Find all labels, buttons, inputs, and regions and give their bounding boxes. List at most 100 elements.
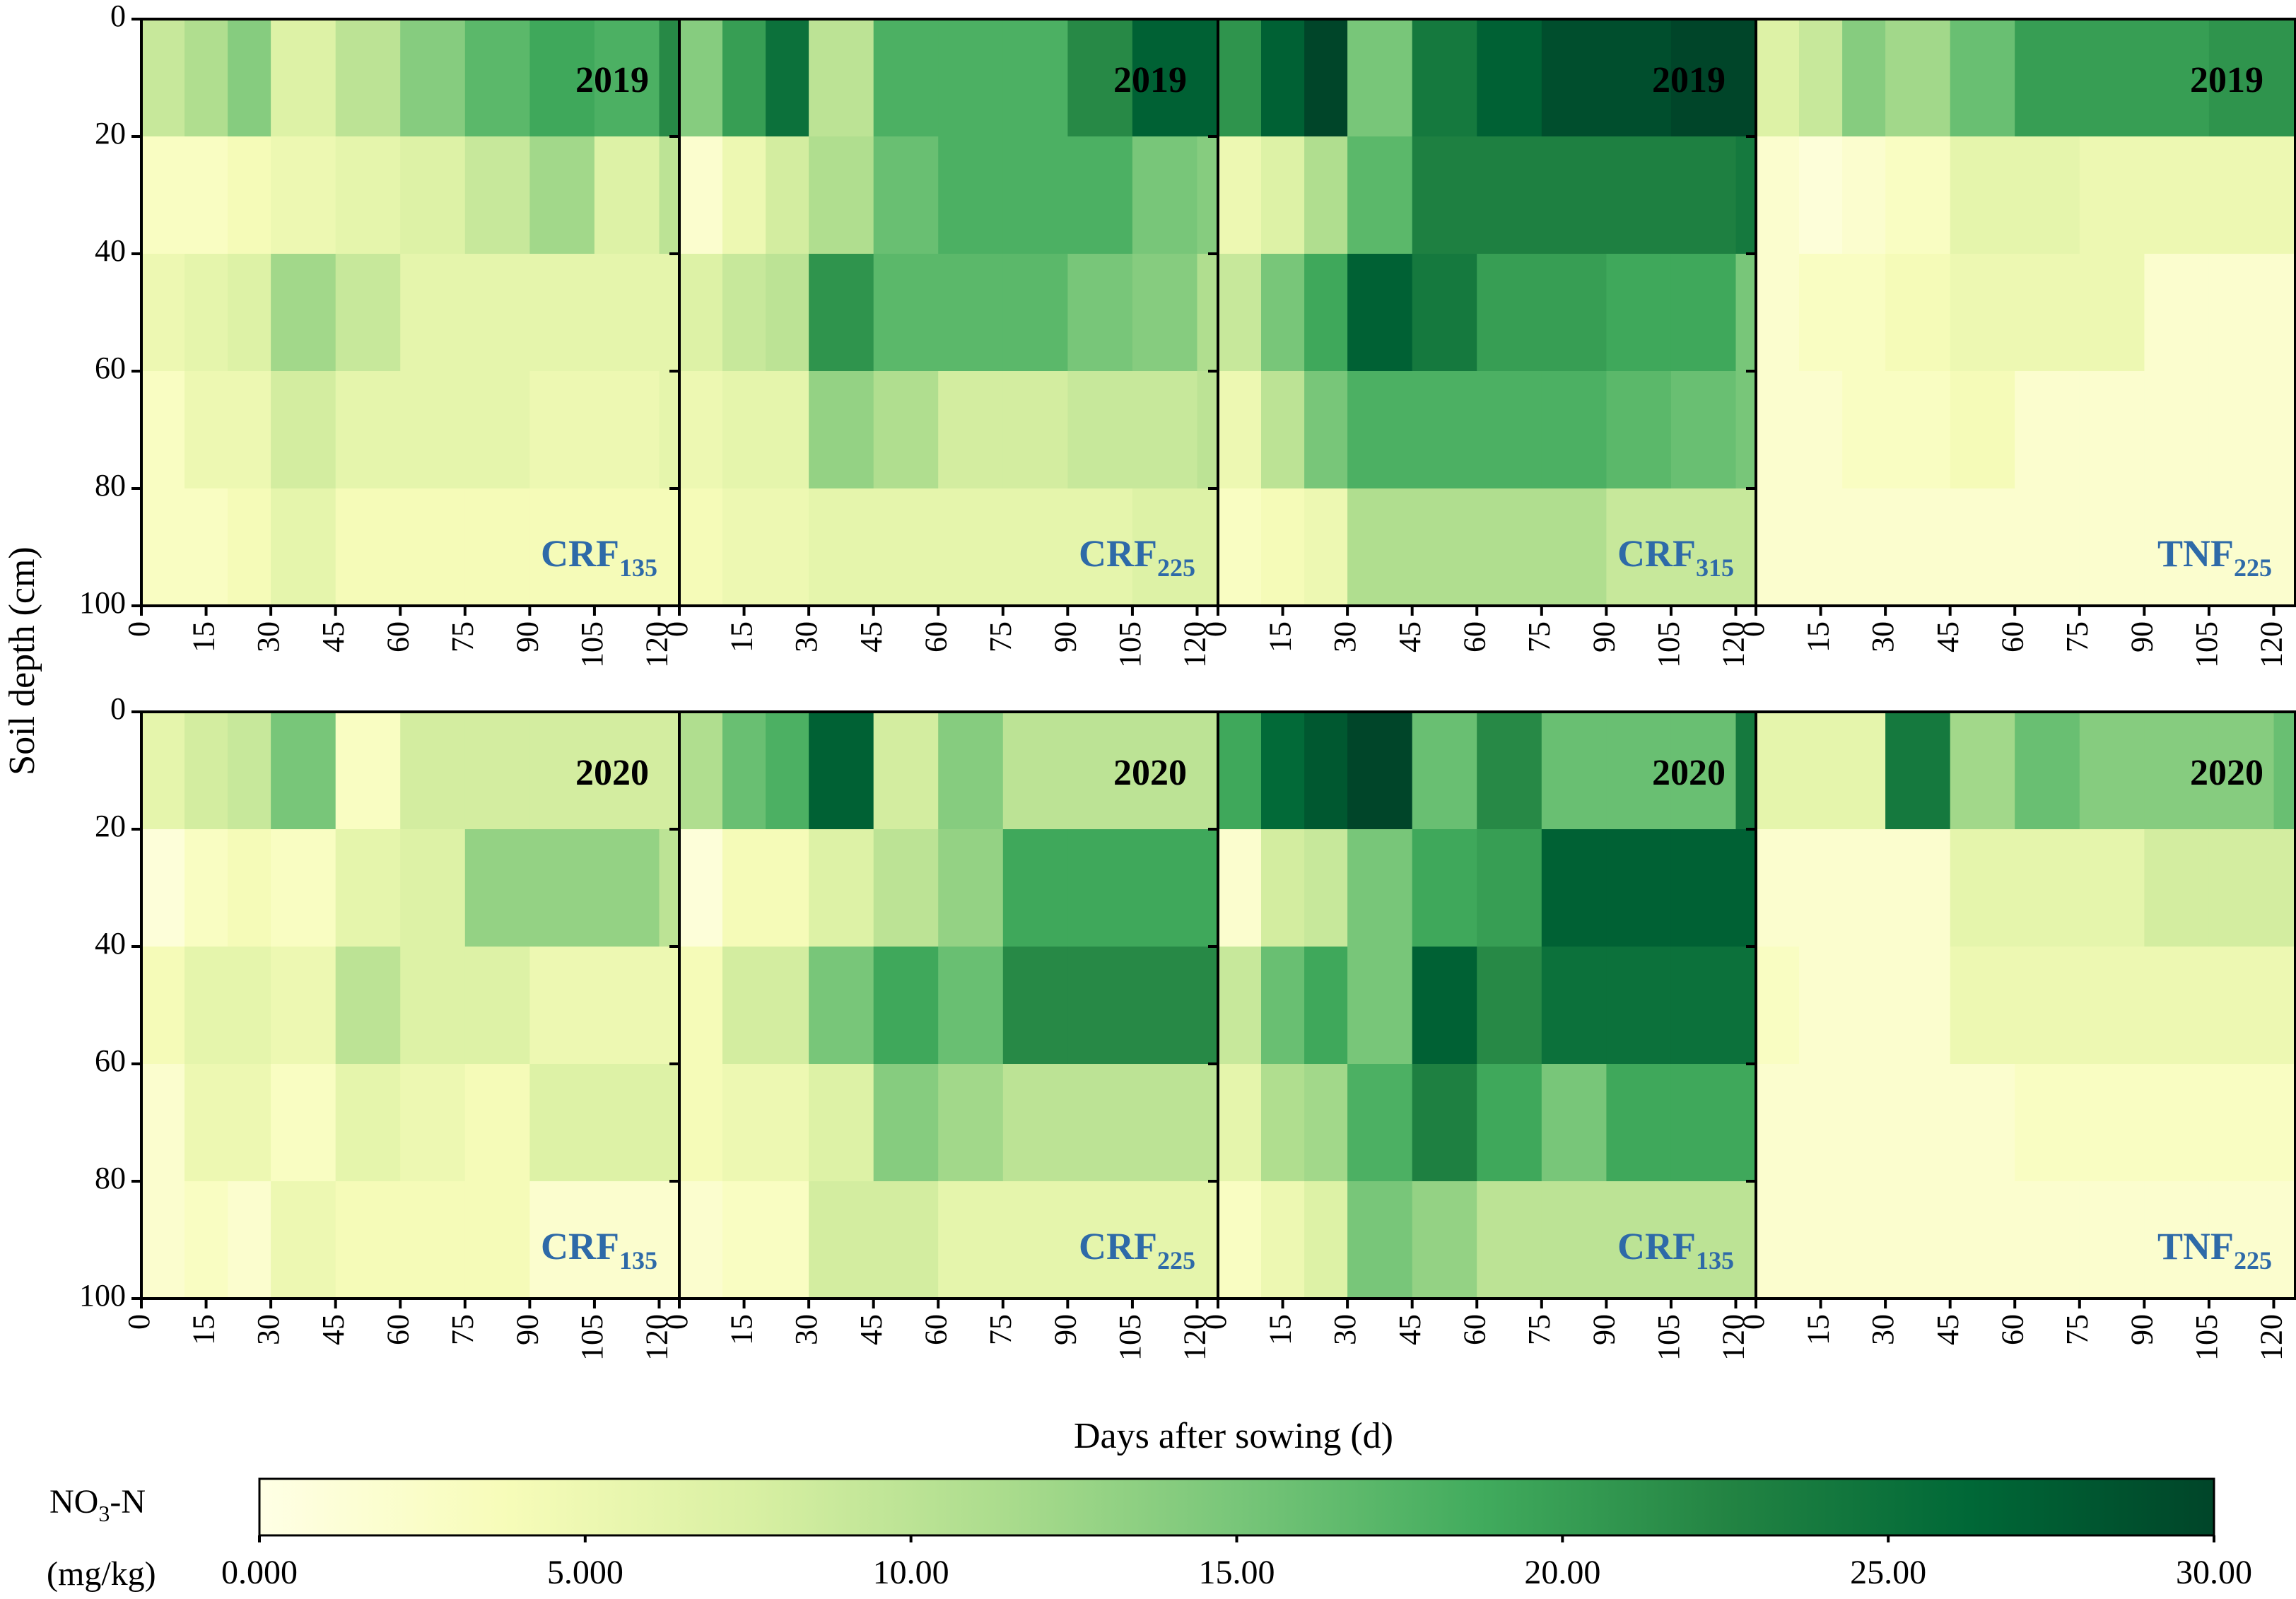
panel-treatment-label: CRF135 [541,1225,657,1275]
heatmap-cell [2079,371,2145,489]
heatmap-cell [1756,947,1800,1065]
heatmap-cell [184,1181,228,1299]
heatmap-cell [2079,829,2145,947]
x-tick-label: 15 [1263,1314,1298,1345]
heatmap-cell [1002,254,1068,372]
panel-2020-crf135-5: 0 15 30 45 60 75 90 105 120 0 20 40 60 80 100 2020 CRF13… [79,691,682,1361]
heatmap-cell [2015,136,2080,254]
colorbar-tick-label: 5.000 [547,1554,623,1591]
x-tick-label: 75 [2060,1314,2095,1345]
x-tick-label: 105 [1113,621,1147,668]
x-tick-label: 15 [1801,1314,1836,1345]
panel-treatment-label: CRF135 [541,532,657,582]
heatmap-cell [1304,1064,1348,1182]
heatmap-cell [1477,136,1542,254]
heatmap-cell [594,947,660,1065]
heatmap-cell [1067,19,1133,137]
heatmap-cell [1412,1181,1477,1299]
y-tick-label: 80 [95,1161,126,1195]
heatmap-cell [228,136,271,254]
heatmap-cell [659,254,681,372]
heatmap-cell [766,371,809,489]
heatmap-cell [400,19,466,137]
heatmap-cell [2144,947,2210,1065]
colorbar-label-post: -N [110,1483,146,1521]
heatmap-cell [141,1064,185,1182]
x-tick-label: 120 [1178,1314,1212,1361]
heatmap-cell [400,829,466,947]
heatmap-cell [1261,829,1305,947]
heatmap-cell [2079,19,2145,137]
heatmap-cell [271,136,336,254]
heatmap-cell [1799,947,1843,1065]
colorbar-tick-label: 20.00 [1524,1554,1600,1591]
x-tick-label: 15 [187,621,221,652]
heatmap-cell [1606,254,1672,372]
x-tick-label: 30 [251,621,286,652]
x-tick-label: 0 [122,621,156,637]
heatmap-cell [1132,1064,1198,1182]
colorbar-label-sub: 3 [98,1501,110,1526]
y-tick-label: 100 [79,585,126,620]
heatmap-cell [1950,254,2015,372]
heatmap-cell [1756,829,1800,947]
heatmap-cell [2273,1064,2296,1182]
heatmap-cell [464,712,530,830]
x-tick-label: 90 [510,1314,544,1345]
heatmap-cell [722,712,766,830]
x-tick-label: 90 [1048,621,1082,652]
x-tick-label: 75 [1522,621,1557,652]
heatmap-cell [1197,488,1219,607]
heatmap-cell [1541,488,1607,607]
treatment-name: TNF [2157,1225,2234,1267]
heatmap-cell [271,371,336,489]
colorbar-label-line2: (mg/kg) [47,1555,156,1593]
heatmap-cell [2208,1064,2275,1182]
heatmap-cell [1735,371,1758,489]
heatmap-cell [809,488,874,607]
heatmap-cell [809,136,874,254]
heatmap-cell [271,19,336,137]
heatmap-cell [1412,488,1477,607]
heatmap-cell [659,947,681,1065]
heatmap-cell [1541,1181,1607,1299]
x-tick-label: 105 [2189,621,2224,668]
heatmap-cell [1670,1064,1737,1182]
heatmap-cell [873,488,939,607]
heatmap-cell [1347,947,1413,1065]
y-axis-title: Soil depth (cm) [2,546,42,775]
x-tick-label: 45 [854,621,889,652]
heatmap-cell [2208,488,2275,607]
treatment-subscript: 225 [1157,554,1195,582]
x-tick-label: 90 [1586,621,1621,652]
heatmap-cell [1735,136,1758,254]
heatmap-cell [1218,254,1262,372]
heatmap-cell [335,1064,401,1182]
heatmap-cell [1950,1181,2015,1299]
heatmap-cell [1735,254,1758,372]
heatmap-cell [1304,19,1348,137]
heatmap-cell [809,19,874,137]
heatmap-cell [938,712,1004,830]
heatmap-cell [1132,371,1198,489]
heatmap-cell [1541,19,1607,137]
heatmap-cell [1412,829,1477,947]
heatmap-cell [1756,19,1800,137]
heatmap-cell [766,254,809,372]
heatmap-cell [809,947,874,1065]
heatmap-cell [766,1181,809,1299]
heatmap-cell [1606,829,1672,947]
heatmap-cell [529,712,595,830]
heatmap-cell [1799,1181,1843,1299]
heatmap-cell [873,254,939,372]
heatmap-cell [594,19,660,137]
heatmap-cell [1197,136,1219,254]
heatmap-cell [2144,371,2210,489]
panel-2019-crf315-3: 0 15 30 45 60 75 90 105 120 2019 CRF315 [1198,18,1759,668]
heatmap-cell [1347,254,1413,372]
heatmap-cell [1304,829,1348,947]
heatmap-cell [1799,1064,1843,1182]
heatmap-cell [679,1064,723,1182]
heatmap-cell [679,829,723,947]
heatmap-cell [271,1064,336,1182]
